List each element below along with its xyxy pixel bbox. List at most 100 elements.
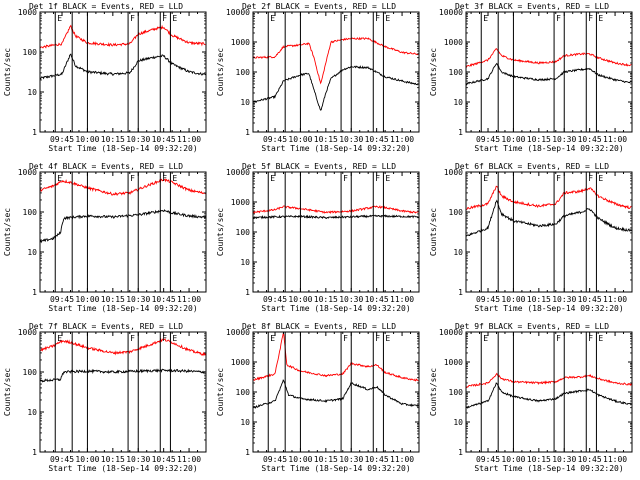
x-axis-label: Start Time (18-Sep-14 09:32:20) — [261, 144, 410, 153]
x-tick-label: 10:15 — [101, 455, 125, 464]
x-tick-label: 10:45 — [152, 135, 176, 144]
x-tick-label: 11:00 — [603, 135, 627, 144]
x-tick-label: 10:15 — [314, 295, 338, 304]
event-marker-label: E — [598, 174, 603, 183]
x-tick-label: 11:00 — [390, 455, 414, 464]
y-tick-label: 100 — [236, 228, 251, 237]
event-marker-label: F — [556, 334, 561, 343]
series-line-events — [40, 368, 206, 383]
y-tick-label: 10 — [240, 258, 250, 267]
y-tick-label: 10 — [27, 88, 37, 97]
y-tick-label: 100 — [236, 388, 251, 397]
event-marker-label: E — [385, 174, 390, 183]
y-tick-label: 100 — [23, 208, 38, 217]
x-tick-label: 10:45 — [152, 455, 176, 464]
event-marker-label: E — [57, 334, 62, 343]
event-marker-label: F — [556, 174, 561, 183]
x-tick-label: 09:45 — [263, 455, 287, 464]
event-marker-label: F — [162, 174, 167, 183]
series-line-lld — [466, 372, 632, 389]
x-axis-label: Start Time (18-Sep-14 09:32:20) — [48, 464, 197, 473]
y-tick-label: 1000 — [231, 198, 250, 207]
event-marker-label: F — [162, 334, 167, 343]
event-marker-label: F — [343, 334, 348, 343]
plot-frame — [39, 11, 207, 133]
y-tick-label: 1000 — [18, 328, 37, 337]
y-tick-label: 10000 — [226, 8, 250, 17]
y-tick-label: 10 — [240, 98, 250, 107]
event-marker-label: E — [270, 174, 275, 183]
plot-frame — [252, 331, 420, 453]
x-tick-label: 10:00 — [75, 135, 99, 144]
plot-frame — [252, 11, 420, 133]
series-line-events — [253, 379, 419, 409]
x-tick-label: 11:00 — [177, 295, 201, 304]
chart-panel-1: Det 1f BLACK = Events, RED = LLD 1 10 100 10… — [3, 2, 207, 153]
x-tick-label: 10:15 — [527, 455, 551, 464]
x-tick-label: 09:45 — [476, 455, 500, 464]
event-marker-label: E — [172, 174, 177, 183]
series-line-lld — [40, 24, 206, 49]
y-tick-label: 10000 — [226, 328, 250, 337]
x-tick-label: 10:30 — [339, 455, 363, 464]
event-marker-label: E — [172, 14, 177, 23]
y-tick-label: 10000 — [226, 168, 250, 177]
chart-title: Det 7f BLACK = Events, RED = LLD — [29, 322, 183, 331]
x-axis-label: Start Time (18-Sep-14 09:32:20) — [48, 144, 197, 153]
y-tick-label: 1 — [32, 448, 37, 457]
x-tick-label: 10:30 — [126, 295, 150, 304]
y-axis-label: Counts/sec — [3, 48, 12, 96]
y-tick-label: 1 — [32, 288, 37, 297]
event-marker-label: E — [57, 174, 62, 183]
y-tick-label: 10 — [27, 248, 37, 257]
x-axis-label: Start Time (18-Sep-14 09:32:20) — [48, 304, 197, 313]
x-tick-label: 09:45 — [476, 295, 500, 304]
y-axis-label: Counts/sec — [216, 368, 225, 416]
y-tick-label: 1 — [245, 288, 250, 297]
x-tick-label: 10:30 — [126, 455, 150, 464]
x-tick-label: 10:45 — [365, 135, 389, 144]
x-tick-label: 10:00 — [501, 135, 525, 144]
x-tick-label: 10:30 — [552, 455, 576, 464]
event-marker-label: F — [343, 14, 348, 23]
x-tick-label: 10:15 — [314, 455, 338, 464]
x-tick-label: 10:15 — [527, 295, 551, 304]
event-marker-label: F — [588, 174, 593, 183]
x-tick-label: 11:00 — [390, 135, 414, 144]
event-marker-label: F — [130, 174, 135, 183]
chart-panel-5: Det 5f BLACK = Events, RED = LLD 1 10 100 10… — [216, 162, 420, 313]
y-axis-label: Counts/sec — [429, 208, 438, 256]
x-tick-label: 10:45 — [152, 295, 176, 304]
x-axis-label: Start Time (18-Sep-14 09:32:20) — [261, 464, 410, 473]
x-tick-label: 11:00 — [390, 295, 414, 304]
y-tick-label: 10 — [453, 98, 463, 107]
chart-panel-3: Det 3f BLACK = Events, RED = LLD 1 10 100 10… — [429, 2, 633, 153]
x-tick-label: 11:00 — [603, 295, 627, 304]
plot-frame — [252, 171, 420, 293]
y-axis-label: Counts/sec — [3, 368, 12, 416]
x-tick-label: 11:00 — [177, 135, 201, 144]
y-tick-label: 10 — [453, 248, 463, 257]
y-tick-label: 100 — [449, 68, 464, 77]
series-line-lld — [466, 47, 632, 68]
event-marker-label: F — [375, 174, 380, 183]
x-tick-label: 10:30 — [552, 295, 576, 304]
y-tick-label: 1000 — [444, 38, 463, 47]
event-marker-label: E — [385, 334, 390, 343]
event-marker-label: E — [483, 14, 488, 23]
event-marker-label: E — [598, 14, 603, 23]
chart-panel-6: Det 6f BLACK = Events, RED = LLD 1 10 100 10… — [429, 162, 633, 313]
x-tick-label: 10:15 — [101, 295, 125, 304]
series-line-lld — [466, 185, 632, 210]
y-tick-label: 1000 — [18, 8, 37, 17]
y-tick-label: 10000 — [439, 328, 463, 337]
x-tick-label: 10:30 — [339, 135, 363, 144]
chart-panel-7: Det 7f BLACK = Events, RED = LLD 1 10 100 10… — [3, 322, 207, 473]
x-axis-label: Start Time (18-Sep-14 09:32:20) — [261, 304, 410, 313]
event-marker-label: E — [270, 334, 275, 343]
event-marker-label: F — [375, 334, 380, 343]
series-line-events — [466, 62, 632, 86]
y-tick-label: 1 — [245, 128, 250, 137]
x-tick-label: 09:45 — [263, 135, 287, 144]
